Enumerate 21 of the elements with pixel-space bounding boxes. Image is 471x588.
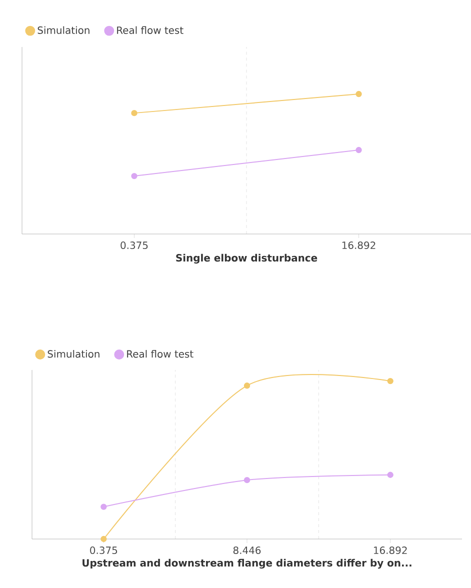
point (244, 382, 250, 389)
legend-label: Simulation (48, 350, 100, 358)
legend-label: Real flow test (127, 350, 194, 358)
point (131, 172, 138, 180)
x-tick-label: 0.375 (120, 241, 148, 250)
point (244, 476, 250, 484)
x-tick-label: 0.375 (90, 546, 118, 554)
x-axis-title: Upstream and downstream flange diameters differ by on... (82, 558, 412, 569)
x-tick-label: 16.892 (342, 241, 376, 250)
point (100, 536, 107, 542)
point (131, 110, 138, 116)
legend-label: Real flow test (117, 26, 184, 34)
legend-label: Simulation (38, 26, 90, 34)
point (387, 472, 394, 478)
x-tick-label: 8.446 (233, 546, 261, 554)
point (356, 146, 362, 154)
x-tick-label: 16.892 (374, 546, 407, 554)
point (356, 90, 362, 98)
point (100, 504, 107, 510)
x-axis-title: Single elbow disturbance (176, 254, 318, 264)
point (387, 378, 394, 384)
